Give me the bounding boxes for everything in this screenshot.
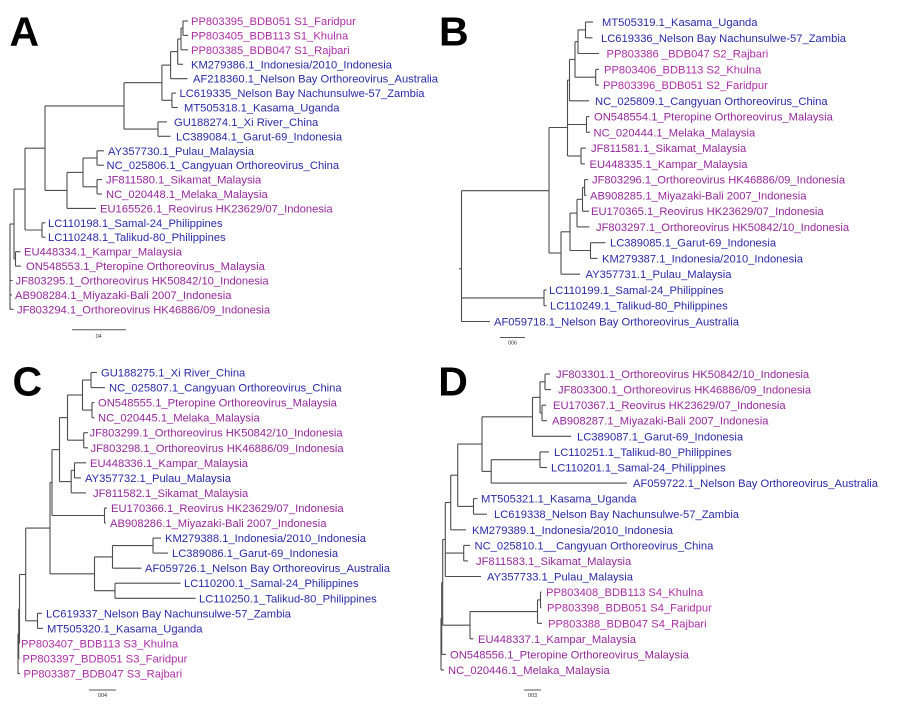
svg-text:KM279388.1_Indonesia/2010_Indo: KM279388.1_Indonesia/2010_Indonesia	[165, 533, 367, 545]
svg-text:AF059726.1_Nelson Bay Orthoreo: AF059726.1_Nelson Bay Orthoreovirus_Aust…	[145, 563, 391, 575]
svg-text:JF803298.1_Orthoreovirus HK468: JF803298.1_Orthoreovirus HK46886/09_Indo…	[91, 443, 345, 455]
svg-text:MT505319.1_Kasama_Uganda: MT505319.1_Kasama_Uganda	[602, 17, 758, 29]
svg-text:JF803300.1_Orthoreovirus HK468: JF803300.1_Orthoreovirus HK46886/09_Indo…	[558, 385, 812, 397]
svg-text:LC389086.1_Garut-69_Indonesia: LC389086.1_Garut-69_Indonesia	[172, 548, 339, 560]
svg-text:GU188275.1_Xi River_China: GU188275.1_Xi River_China	[101, 368, 246, 380]
svg-text:PP803407_BDB113 S3_Khulna: PP803407_BDB113 S3_Khulna	[21, 638, 179, 650]
svg-text:AB908287.1_Miyazaki-Bali 2007_: AB908287.1_Miyazaki-Bali 2007_Indonesia	[552, 416, 769, 428]
svg-text:D: D	[438, 358, 468, 404]
svg-text:JF803296.1_Orthoreovirus HK468: JF803296.1_Orthoreovirus HK46886/09_Indo…	[592, 175, 846, 187]
svg-text:006: 006	[508, 341, 517, 347]
svg-text:PP803408_BDB113 S4_Khulna: PP803408_BDB113 S4_Khulna	[546, 587, 704, 599]
svg-text:JF803297.1_Orthoreovirus HK508: JF803297.1_Orthoreovirus HK50842/10_Indo…	[596, 222, 850, 234]
svg-text:B: B	[439, 8, 469, 54]
svg-text:LC110199.1_Samal-24_Philippine: LC110199.1_Samal-24_Philippines	[549, 285, 724, 297]
svg-text:AB908284.1_Miyazaki-Bali 2007_: AB908284.1_Miyazaki-Bali 2007_Indonesia	[15, 290, 232, 302]
svg-text:PP803396_BDB051 S2_Faridpur: PP803396_BDB051 S2_Faridpur	[603, 80, 768, 92]
svg-text:NC_020448.1_Melaka_Malaysia: NC_020448.1_Melaka_Malaysia	[106, 189, 268, 201]
svg-text:NC_025807.1_Cangyuan Orthoreov: NC_025807.1_Cangyuan Orthoreovirus_China	[109, 383, 342, 395]
svg-text:EU448337.1_Kampar_Malaysia: EU448337.1_Kampar_Malaysia	[478, 634, 637, 646]
svg-text:ON548554.1_Pteropine Orthoreov: ON548554.1_Pteropine Orthoreovirus_Malay…	[594, 112, 834, 124]
svg-text:ON548555.1_Pteropine Orthoreov: ON548555.1_Pteropine Orthoreovirus_Malay…	[98, 398, 338, 410]
svg-text:PP803406_BDB113 S2_Khulna: PP803406_BDB113 S2_Khulna	[604, 64, 762, 76]
svg-text:EU448334.1_Kampar_Malaysia: EU448334.1_Kampar_Malaysia	[24, 247, 183, 259]
svg-text:PP803398_BDB051 S4_Faridpur: PP803398_BDB051 S4_Faridpur	[547, 603, 712, 615]
svg-text:LC110198.1_Samal-24_Philippine: LC110198.1_Samal-24_Philippines	[48, 218, 223, 230]
svg-text:MT505320.1_Kasama_Uganda: MT505320.1_Kasama_Uganda	[47, 623, 203, 635]
svg-text:004: 004	[98, 693, 107, 699]
svg-text:MT505321.1_Kasama_Uganda: MT505321.1_Kasama_Uganda	[481, 494, 637, 506]
svg-text:LC110251.1_Talikud-80_Philippi: LC110251.1_Talikud-80_Philippines	[554, 447, 732, 459]
svg-text:LC110249.1_Talikud-80_Philippi: LC110249.1_Talikud-80_Philippines	[550, 301, 728, 313]
svg-text:PP803405_BDB113 S1_Khulna: PP803405_BDB113 S1_Khulna	[191, 30, 349, 42]
svg-text:NC_025809.1_Cangyuan Orthoreov: NC_025809.1_Cangyuan Orthoreovirus_China	[595, 96, 828, 108]
svg-text:LC110250.1_Talikud-80_Philippi: LC110250.1_Talikud-80_Philippines	[199, 593, 377, 605]
svg-text:JF811581.1_Sikamat_Malaysia: JF811581.1_Sikamat_Malaysia	[591, 143, 747, 155]
svg-text:JF803299.1_Orthoreovirus HK508: JF803299.1_Orthoreovirus HK50842/10_Indo…	[90, 428, 344, 440]
svg-text:EU170365.1_Reovirus HK23629/07: EU170365.1_Reovirus HK23629/07_Indonesia	[591, 206, 824, 218]
svg-text:GU188274.1_Xi River_China: GU188274.1_Xi River_China	[174, 117, 319, 129]
svg-text:PP803385_BDB047 S1_Rajbari: PP803385_BDB047 S1_Rajbari	[191, 45, 350, 57]
svg-text:LC110200.1_Samal-24_Philippine: LC110200.1_Samal-24_Philippines	[184, 578, 359, 590]
svg-text:PP803386 _BDB047 S2_Rajbari: PP803386 _BDB047 S2_Rajbari	[607, 49, 769, 61]
svg-text:MT505318.1_Kasama_Uganda: MT505318.1_Kasama_Uganda	[184, 103, 340, 115]
svg-text:LC619335_Nelson Bay Nachunsulw: LC619335_Nelson Bay Nachunsulwe-57_Zambi…	[180, 88, 426, 100]
svg-text:LC389084.1_Garut-69_Indonesia: LC389084.1_Garut-69_Indonesia	[176, 131, 343, 143]
svg-text:PP803397_BDB051 S3_Faridpur: PP803397_BDB051 S3_Faridpur	[23, 654, 188, 666]
svg-text:PP803388_BDB047 S4_Rajbari: PP803388_BDB047 S4_Rajbari	[548, 618, 707, 630]
svg-text:AF059718.1_Nelson Bay Orthoreo: AF059718.1_Nelson Bay Orthoreovirus_Aust…	[494, 317, 740, 329]
svg-text:PP803395_BDB051 S1_Faridpur: PP803395_BDB051 S1_Faridpur	[191, 16, 356, 28]
svg-text:AB908286.1_Miyazaki-Bali 2007_: AB908286.1_Miyazaki-Bali 2007_Indonesia	[110, 518, 327, 530]
svg-text:AF218360.1_Nelson Bay Orthoreo: AF218360.1_Nelson Bay Orthoreovirus_Aust…	[193, 74, 439, 86]
svg-text:ON548553.1_Pteropine Orthoreov: ON548553.1_Pteropine Orthoreovirus_Malay…	[26, 261, 266, 273]
svg-text:NC_020444.1_Melaka_Malaysia: NC_020444.1_Melaka_Malaysia	[594, 127, 756, 139]
svg-text:AF059722.1_Nelson Bay Orthoreo: AF059722.1_Nelson Bay Orthoreovirus_Aust…	[633, 478, 879, 490]
svg-text:NC_025810.1__Cangyuan Orthoreo: NC_025810.1__Cangyuan Orthoreovirus_Chin…	[475, 540, 715, 552]
svg-text:04: 04	[96, 334, 102, 340]
svg-text:JF803301.1_Orthoreovirus HK508: JF803301.1_Orthoreovirus HK50842/10_Indo…	[556, 369, 810, 381]
svg-text:NC_020446.1_Melaka_Malaysia: NC_020446.1_Melaka_Malaysia	[448, 665, 610, 677]
svg-text:JF803295.1_Orthoreovirus HK508: JF803295.1_Orthoreovirus HK50842/10_Indo…	[16, 276, 270, 288]
svg-text:A: A	[10, 8, 40, 54]
svg-text:JF803294.1_Orthoreovirus HK468: JF803294.1_Orthoreovirus HK46886/09_Indo…	[17, 304, 271, 316]
svg-text:LC389085.1_Garut-69_Indonesia: LC389085.1_Garut-69_Indonesia	[610, 238, 777, 250]
svg-text:AY357731.1_Pulau_Malaysia: AY357731.1_Pulau_Malaysia	[586, 269, 733, 281]
svg-text:JF811582.1_Sikamat_Malaysia: JF811582.1_Sikamat_Malaysia	[93, 488, 249, 500]
svg-text:KM279387.1_Indonesia/2010_Indo: KM279387.1_Indonesia/2010_Indonesia	[602, 253, 804, 265]
svg-text:LC110201.1_Samal-24_Philippine: LC110201.1_Samal-24_Philippines	[551, 463, 726, 475]
svg-text:EU448335.1_Kampar_Malaysia: EU448335.1_Kampar_Malaysia	[590, 159, 749, 171]
svg-text:ON548556.1_Pteropine Orthoreov: ON548556.1_Pteropine Orthoreovirus_Malay…	[450, 649, 690, 661]
svg-text:LC619336_Nelson Bay Nachunsulw: LC619336_Nelson Bay Nachunsulwe-57_Zambi…	[601, 33, 847, 45]
svg-text:003: 003	[528, 693, 537, 699]
svg-text:AY357733.1_Pulau_Malaysia: AY357733.1_Pulau_Malaysia	[487, 572, 634, 584]
svg-text:NC_025806.1_Cangyuan Orthoreov: NC_025806.1_Cangyuan Orthoreovirus_China	[107, 160, 340, 172]
svg-text:PP803387_BDB047 S3_Rajbari: PP803387_BDB047 S3_Rajbari	[24, 669, 183, 681]
svg-text:EU170366.1_Reovirus HK23629/07: EU170366.1_Reovirus HK23629/07_Indonesia	[111, 503, 344, 515]
svg-text:LC110248.1_Talikud-80_Philippi: LC110248.1_Talikud-80_Philippines	[48, 232, 226, 244]
svg-text:KM279389.1_Indonesia/2010_Indo: KM279389.1_Indonesia/2010_Indonesia	[472, 525, 674, 537]
svg-text:JF811583.1_Sikamat_Malaysia: JF811583.1_Sikamat_Malaysia	[476, 556, 632, 568]
svg-text:EU170367.1_Reovirus HK23629/07: EU170367.1_Reovirus HK23629/07_Indonesia	[553, 400, 786, 412]
svg-text:KM279386.1_Indonesia/2010_Indo: KM279386.1_Indonesia/2010_Indonesia	[191, 59, 393, 71]
svg-text:C: C	[13, 358, 43, 404]
svg-text:EU165526.1_Reovirus HK23629/07: EU165526.1_Reovirus HK23629/07_Indonesia	[100, 203, 333, 215]
svg-text:AY357732.1_Pulau_Malaysia: AY357732.1_Pulau_Malaysia	[85, 473, 232, 485]
svg-text:NC_020445.1_Melaka_Malaysia: NC_020445.1_Melaka_Malaysia	[98, 413, 260, 425]
svg-text:AB908285.1_Miyazaki-Bali 2007_: AB908285.1_Miyazaki-Bali 2007_Indonesia	[590, 190, 807, 202]
svg-text:LC619338_Nelson Bay Nachunsulw: LC619338_Nelson Bay Nachunsulwe-57_Zambi…	[494, 509, 740, 521]
svg-text:EU448336.1_Kampar_Malaysia: EU448336.1_Kampar_Malaysia	[90, 458, 249, 470]
svg-text:LC389087.1_Garut-69_Indonesia: LC389087.1_Garut-69_Indonesia	[577, 431, 744, 443]
svg-text:AY357730.1_Pulau_Malaysia: AY357730.1_Pulau_Malaysia	[108, 146, 255, 158]
svg-text:LC619337_Nelson Bay Nachunsulw: LC619337_Nelson Bay Nachunsulwe-57_Zambi…	[46, 608, 292, 620]
svg-text:JF811580.1_Sikamat_Malaysia: JF811580.1_Sikamat_Malaysia	[106, 175, 262, 187]
